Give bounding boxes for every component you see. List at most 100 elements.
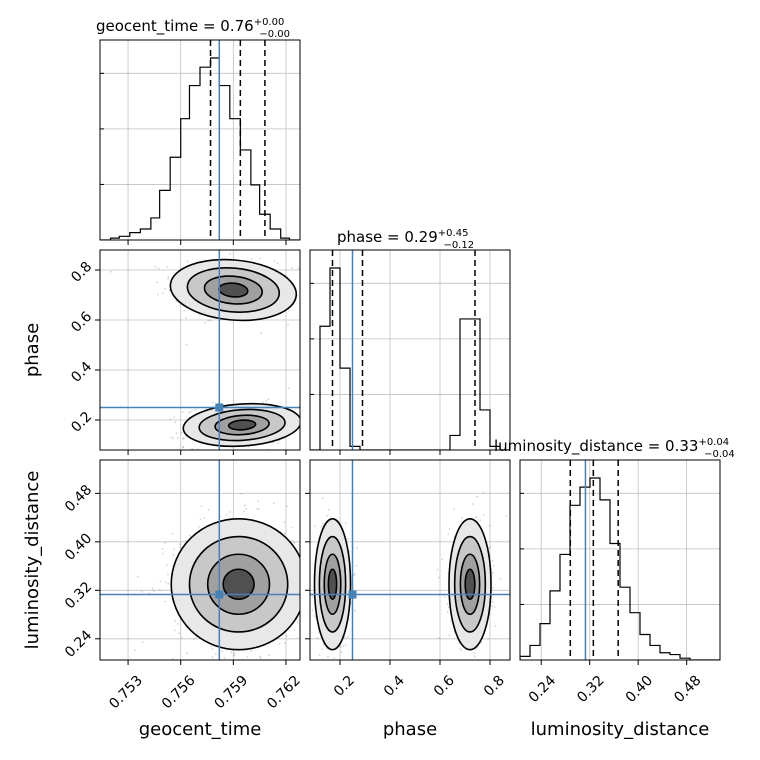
scatter-point [436, 568, 439, 571]
scatter-point [304, 599, 306, 601]
scatter-point [312, 623, 314, 625]
title-luminosity-distance: luminosity_distance = 0.33+0.04 −0.04 [494, 437, 735, 460]
scatter-point [207, 509, 210, 511]
scatter-point [304, 421, 306, 423]
x-tick-label: 0.2 [331, 673, 358, 700]
histogram-panel-geocent-time [99, 39, 301, 245]
scatter-point [347, 538, 350, 540]
scatter-point [487, 638, 489, 641]
scatter-point [441, 558, 444, 561]
scatter-point [181, 637, 183, 639]
scatter-point [340, 651, 343, 653]
scatter-point [285, 635, 288, 638]
density-panel-geocent-time-vs-phase: 0.2 0.4 0.6 0.8 [68, 249, 318, 465]
scatter-point [173, 548, 176, 550]
scatter-point [189, 410, 192, 413]
scatter-point [241, 451, 243, 453]
scatter-point [305, 427, 307, 429]
scatter-point [227, 463, 229, 465]
scatter-point [246, 656, 249, 658]
x-tick-label: 0.8 [481, 673, 508, 700]
scatter-point [300, 416, 302, 418]
scatter-point [182, 437, 185, 440]
scatter-point [200, 666, 202, 668]
scatter-point [211, 648, 214, 650]
scatter-point [286, 505, 289, 507]
scatter-point [505, 515, 508, 517]
scatter-point [256, 508, 259, 510]
contour-line [448, 517, 492, 651]
scatter-point [494, 624, 497, 627]
scatter-point [186, 652, 189, 655]
scatter-point [310, 584, 312, 586]
scatter-point [343, 666, 345, 668]
density-level [465, 569, 475, 600]
scatter-point [133, 649, 136, 652]
scatter-point [250, 258, 253, 260]
panel-frame [309, 249, 511, 451]
scatter-point [163, 541, 166, 544]
scatter-point [209, 319, 212, 322]
contour-line [182, 402, 300, 448]
scatter-point [204, 321, 206, 324]
contour-line [459, 553, 481, 616]
scatter-point [228, 511, 231, 513]
scatter-point [174, 619, 177, 622]
scatter-point [355, 565, 358, 567]
scatter-point [321, 648, 323, 650]
contour-line [214, 414, 270, 436]
scatter-point [267, 398, 270, 401]
scatter-point [183, 309, 186, 312]
scatter-point [162, 552, 165, 555]
scatter-point [273, 260, 276, 262]
scatter-point [304, 418, 306, 420]
scatter-point [267, 654, 270, 657]
scatter-point [156, 281, 159, 284]
scatter-point [263, 667, 265, 669]
scatter-point [186, 260, 189, 263]
scatter-point [342, 645, 345, 647]
scatter-point [179, 546, 182, 548]
title-phase: phase = 0.29+0.45 −0.12 [337, 228, 474, 251]
scatter-point [178, 543, 181, 546]
density-content [100, 250, 318, 465]
scatter-point [157, 293, 160, 296]
scatter-point [327, 655, 329, 658]
panel-frame [99, 459, 301, 661]
scatter-point [188, 411, 190, 414]
scatter-point [352, 574, 355, 577]
contour-line [203, 275, 263, 305]
scatter-point [475, 648, 478, 650]
scatter-point [443, 595, 446, 598]
scatter-point [438, 637, 441, 639]
scatter-point [166, 266, 169, 268]
scatter-point [191, 447, 194, 450]
scatter-point [318, 653, 321, 656]
contour-line [169, 258, 298, 322]
scatter-point [325, 661, 327, 663]
scatter-point [482, 492, 485, 494]
scatter-point [321, 665, 323, 667]
x-tick-label: 0.24 [526, 673, 559, 706]
scatter-point [302, 589, 304, 591]
scatter-point [463, 663, 465, 665]
scatter-point [159, 580, 162, 583]
scatter-point [185, 317, 187, 320]
scatter-point [287, 387, 290, 390]
scatter-point [230, 651, 233, 653]
panel-frame [99, 39, 301, 241]
contour-line [222, 568, 255, 601]
contour-line [464, 568, 476, 601]
scatter-point [176, 437, 179, 439]
y-tick-label: 0.48 [62, 482, 95, 515]
scatter-point [257, 661, 259, 663]
scatter-point [221, 650, 224, 653]
scatter-point [161, 292, 164, 295]
scatter-point [223, 657, 226, 659]
scatter-point [316, 307, 318, 309]
scatter-point [193, 638, 196, 641]
scatter-point [297, 267, 300, 270]
scatter-point [473, 662, 475, 664]
scatter-point [185, 343, 188, 346]
